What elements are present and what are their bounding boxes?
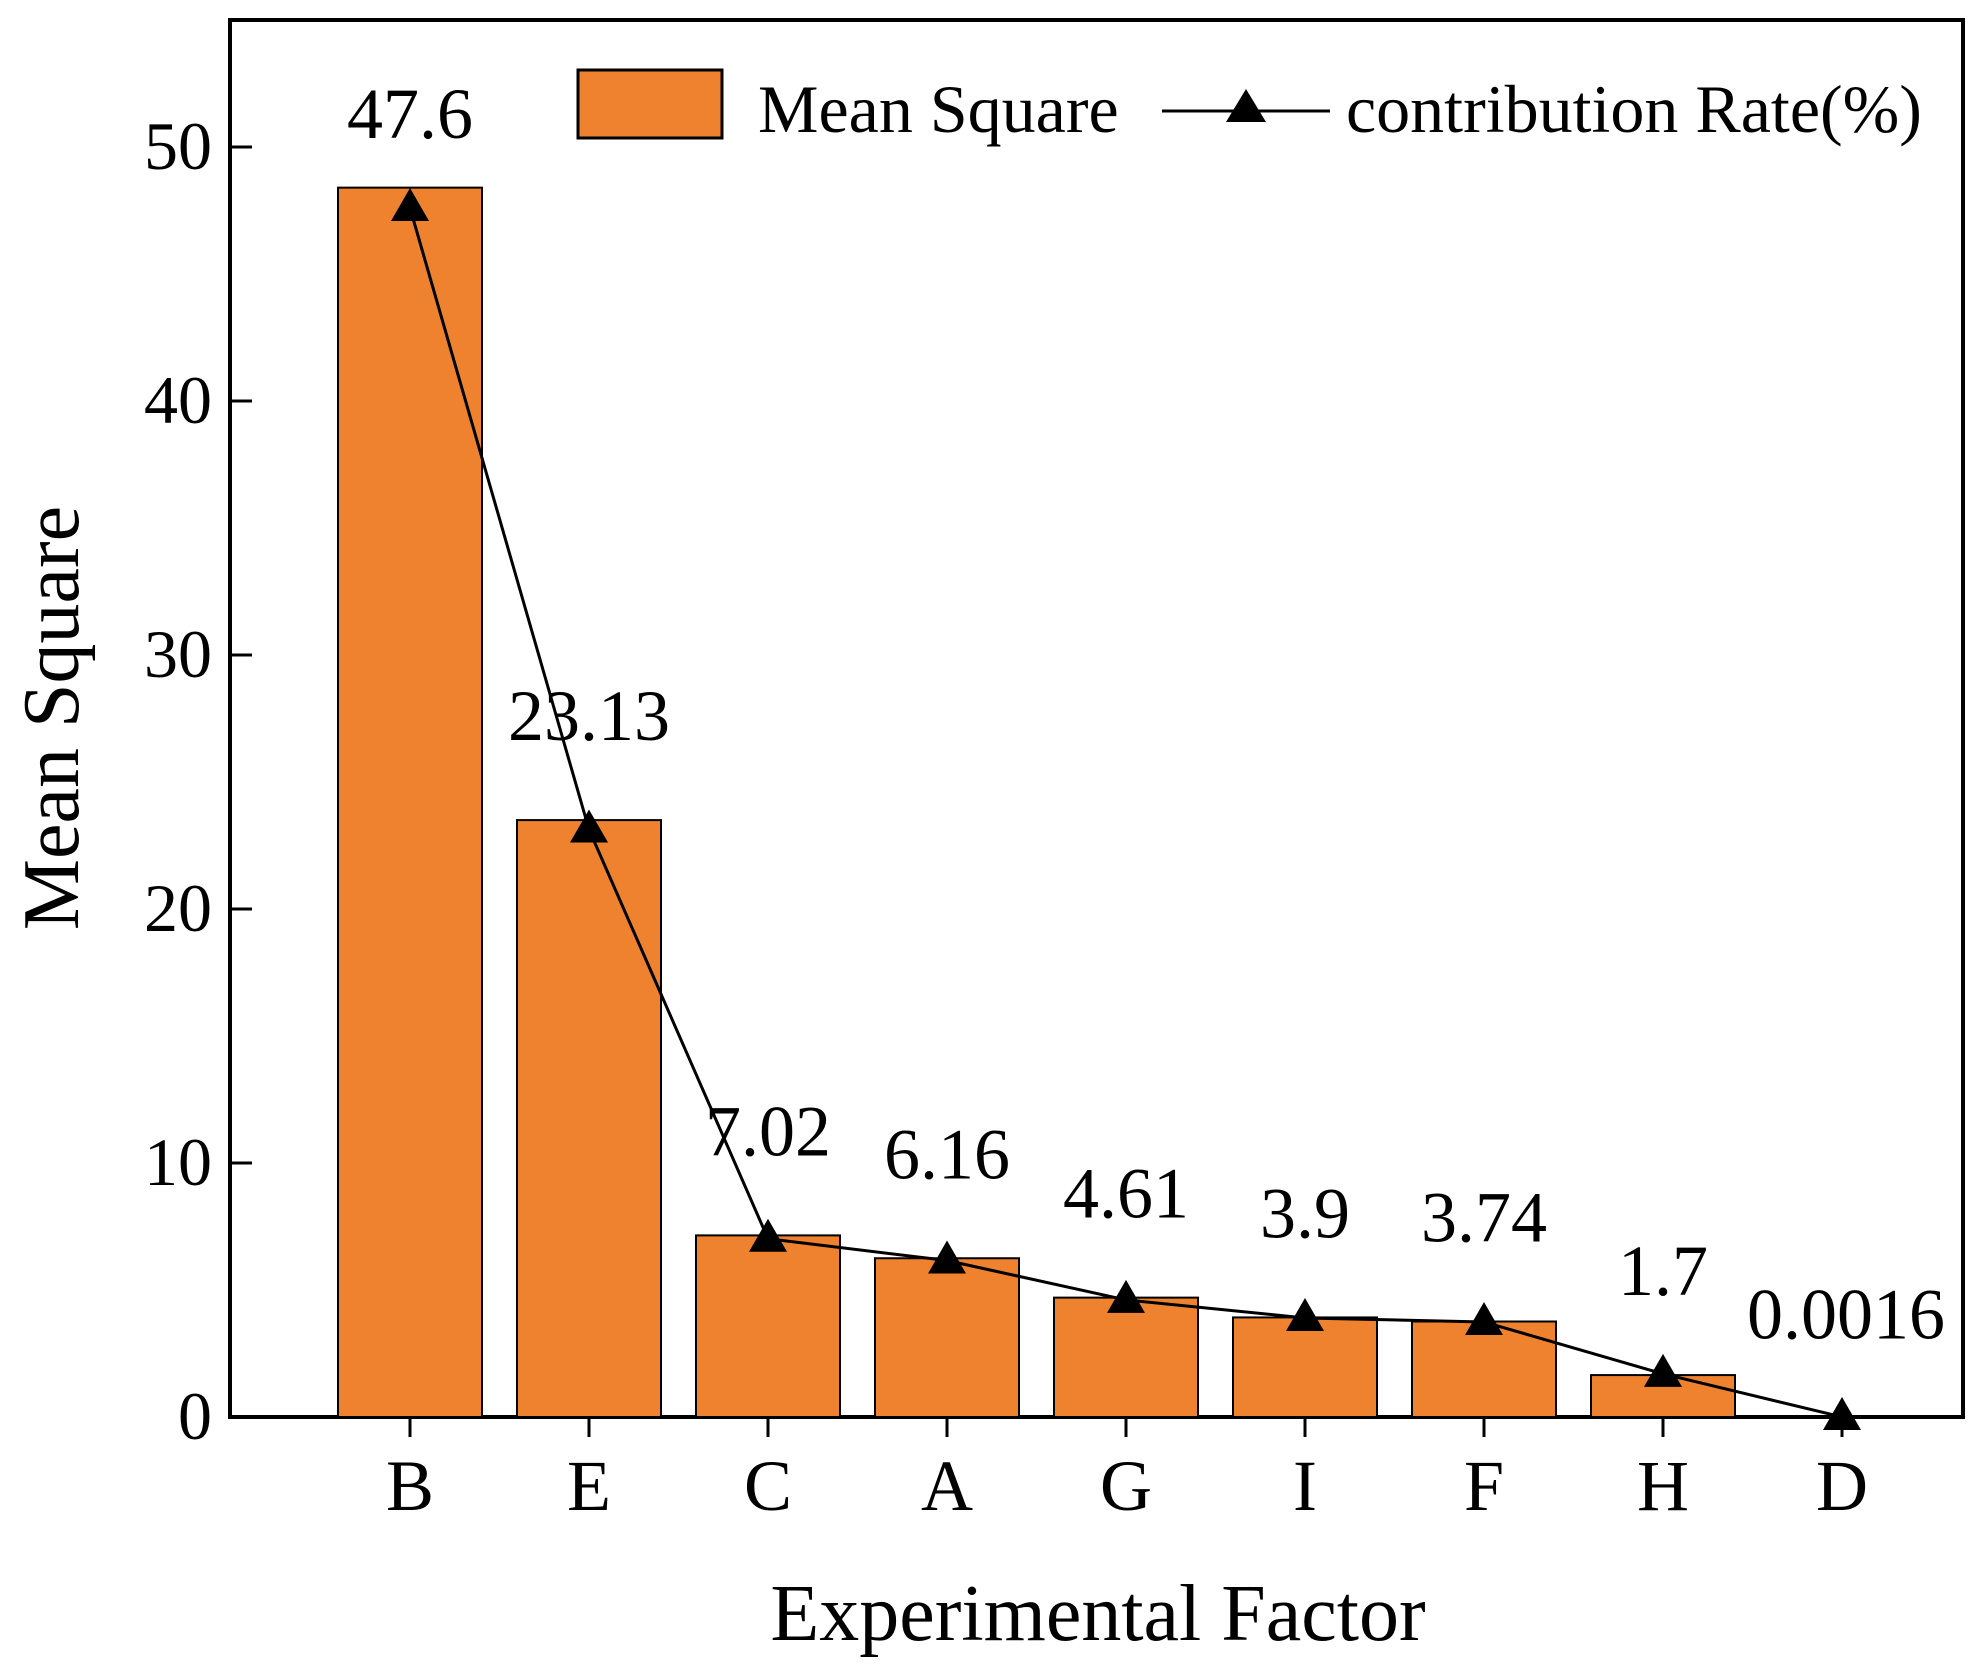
line-point-I — [1286, 1297, 1324, 1331]
y-axis-title: Mean Square — [8, 506, 96, 930]
line-point-A — [928, 1240, 966, 1274]
bar-A — [874, 1257, 1020, 1418]
data-label-D: 0.0016 — [1747, 1274, 1945, 1354]
y-axis: 0 10 20 30 40 50 — [144, 108, 252, 1454]
y-tick-label: 30 — [144, 616, 212, 692]
line-point-B — [391, 187, 429, 221]
legend-bar-label: Mean Square — [758, 71, 1119, 147]
legend-bar-swatch — [576, 68, 724, 140]
data-label-E: 23.13 — [508, 676, 670, 756]
x-tick-label: I — [1293, 1446, 1317, 1526]
y-tick-label: 0 — [178, 1378, 212, 1454]
line-point-H — [1644, 1353, 1682, 1387]
line-point-D — [1823, 1396, 1861, 1430]
line-point-E — [570, 809, 608, 843]
data-label-C: 7.02 — [705, 1091, 831, 1171]
x-axis-title: Experimental Factor — [770, 1570, 1425, 1658]
y-tick-label: 20 — [144, 870, 212, 946]
data-label-H: 1.7 — [1618, 1231, 1708, 1311]
bar-I — [1232, 1316, 1378, 1419]
x-tick-label: A — [921, 1446, 973, 1526]
bar-C — [695, 1234, 841, 1419]
x-tick-label: E — [567, 1446, 611, 1526]
x-tick-label: F — [1464, 1446, 1504, 1526]
data-labels: 47.6 23.13 7.02 6.16 4.61 3.9 3.74 1.7 0.0016 — [347, 74, 1945, 1354]
line-point-F — [1465, 1302, 1503, 1336]
x-tick-label: C — [744, 1446, 792, 1526]
line-point-G — [1107, 1279, 1145, 1313]
y-tick-label: 10 — [144, 1124, 212, 1200]
legend: Mean Square contribution Rate(%) — [576, 68, 1922, 147]
data-label-A: 6.16 — [884, 1114, 1010, 1194]
data-label-I: 3.9 — [1260, 1173, 1350, 1253]
legend-line-label: contribution Rate(%) — [1346, 71, 1922, 147]
line-point-C — [749, 1218, 787, 1252]
y-tick-label: 40 — [144, 362, 212, 438]
bar-B — [337, 186, 483, 1418]
y-tick-label: 50 — [144, 108, 212, 184]
data-label-F: 3.74 — [1421, 1177, 1547, 1257]
bar-G — [1053, 1296, 1199, 1418]
bar-E — [516, 819, 662, 1418]
x-tick-label: D — [1816, 1446, 1868, 1526]
data-label-G: 4.61 — [1063, 1154, 1189, 1234]
line-series — [391, 187, 1861, 1430]
legend-line-marker — [1226, 89, 1266, 122]
x-tick-label: H — [1637, 1446, 1689, 1526]
bar-series — [337, 186, 1915, 1419]
data-label-B: 47.6 — [347, 74, 473, 154]
x-tick-label: G — [1100, 1446, 1152, 1526]
x-tick-label: B — [386, 1446, 434, 1526]
